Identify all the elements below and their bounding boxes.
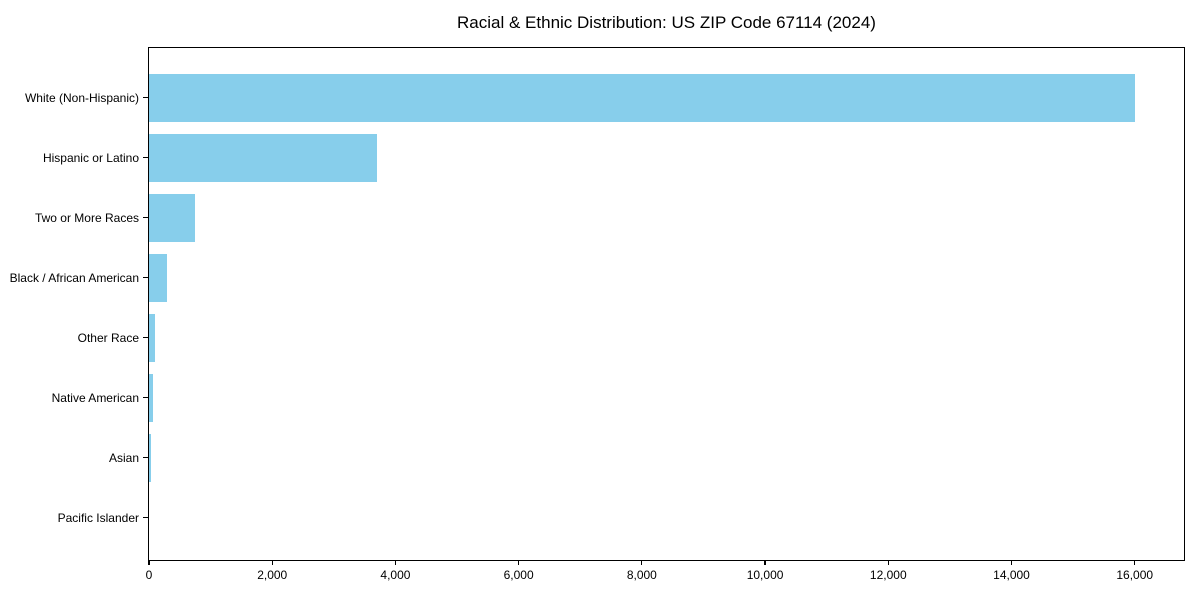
y-tick-mark bbox=[143, 397, 148, 399]
bar-other-race bbox=[149, 313, 155, 362]
y-tick-mark bbox=[143, 337, 148, 339]
x-tick-mark bbox=[148, 560, 150, 565]
x-tick-mark bbox=[641, 560, 643, 565]
x-axis-label-4000: 4,000 bbox=[380, 568, 411, 582]
y-axis-label-asian: Asian bbox=[108, 450, 139, 465]
x-tick-mark bbox=[1010, 560, 1013, 565]
bar-hispanic-or-latino bbox=[149, 133, 377, 182]
x-axis-label-0: 0 bbox=[145, 568, 153, 582]
bar-white-non-hispanic bbox=[149, 73, 1135, 122]
y-axis-label-native-american: Native American bbox=[51, 390, 139, 405]
x-axis-label-2000: 2,000 bbox=[257, 568, 288, 582]
bar-two-or-more-races bbox=[149, 193, 195, 242]
y-tick-mark bbox=[143, 217, 148, 219]
plot-area bbox=[148, 47, 1185, 561]
bar-black-african-american bbox=[149, 253, 168, 302]
y-axis-label-other-race: Other Race bbox=[77, 330, 139, 345]
x-tick-mark bbox=[764, 560, 766, 565]
y-axis-label-black-african-american: Black / African American bbox=[9, 270, 139, 285]
bar-asian bbox=[149, 433, 152, 482]
x-axis-label-10000: 10,000 bbox=[746, 568, 784, 582]
y-tick-mark bbox=[143, 97, 148, 99]
x-axis-label-12000: 12,000 bbox=[869, 568, 907, 582]
y-axis-label-pacific-islander: Pacific Islander bbox=[57, 510, 139, 525]
y-tick-mark bbox=[143, 157, 148, 159]
x-tick-mark bbox=[887, 560, 889, 565]
x-tick-mark bbox=[271, 560, 273, 565]
x-axis-label-14000: 14,000 bbox=[993, 568, 1030, 582]
y-tick-mark bbox=[143, 277, 148, 279]
x-axis-label-16000: 16,000 bbox=[1116, 568, 1154, 582]
y-tick-mark bbox=[143, 457, 148, 459]
x-tick-mark bbox=[518, 560, 520, 565]
bar-native-american bbox=[149, 373, 154, 422]
x-tick-mark bbox=[1134, 560, 1136, 565]
x-axis-label-6000: 6,000 bbox=[503, 568, 534, 582]
x-axis-label-8000: 8,000 bbox=[626, 568, 657, 582]
x-tick-mark bbox=[394, 560, 397, 565]
y-axis-label-hispanic-or-latino: Hispanic or Latino bbox=[42, 150, 139, 165]
y-tick-mark bbox=[143, 517, 148, 519]
y-axis-label-two-or-more-races: Two or More Races bbox=[34, 210, 139, 225]
y-axis-label-white-non-hispanic: White (Non-Hispanic) bbox=[24, 90, 139, 105]
chart-title: Racial & Ethnic Distribution: US ZIP Cod… bbox=[457, 13, 876, 32]
